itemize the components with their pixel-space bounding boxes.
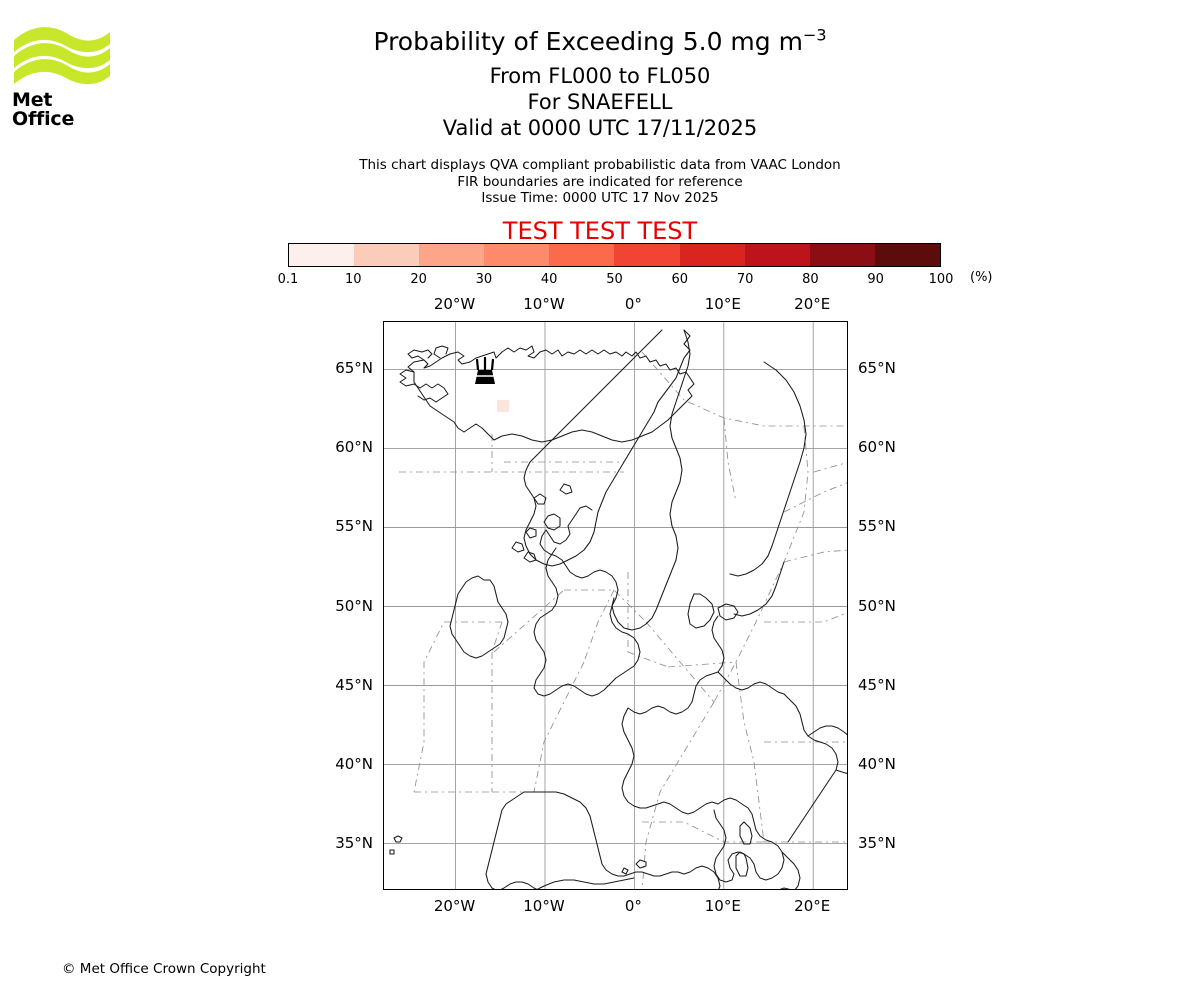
- colorbar-unit-label: (%): [970, 270, 993, 285]
- lat-tick-left-60°N: 60°N: [335, 438, 373, 457]
- chart-title-block: Probability of Exceeding 5.0 mg m−3 From…: [0, 26, 1200, 141]
- lat-tick-right-60°N: 60°N: [858, 438, 896, 457]
- colorbar-tick-30: 30: [475, 272, 493, 287]
- colorbar-tick-60: 60: [671, 272, 689, 287]
- lat-tick-right-45°N: 45°N: [858, 675, 896, 694]
- lon-tick-top-0°: 0°: [624, 295, 642, 313]
- lon-tick-top-20°E: 20°E: [794, 295, 831, 313]
- fir-boundaries: [399, 351, 847, 889]
- subtitle-valid-time: Valid at 0000 UTC 17/11/2025: [442, 116, 758, 140]
- lon-tick-top-10°W: 10°W: [523, 295, 565, 313]
- colorbar-tick-90: 90: [867, 272, 884, 287]
- lat-tick-right-35°N: 35°N: [858, 833, 896, 852]
- colorbar-segment-7: [679, 244, 745, 266]
- annotation-fir-note: FIR boundaries are indicated for referen…: [457, 173, 743, 190]
- lon-tick-bottom-20°E: 20°E: [794, 897, 831, 915]
- map-plot-frame[interactable]: [383, 321, 848, 890]
- colorbar-tick-10: 10: [345, 272, 362, 287]
- map-gridlines: [384, 322, 847, 889]
- colorbar-segment-3: [419, 244, 485, 266]
- volcano-marker-snaefell[interactable]: [475, 357, 495, 384]
- met-office-logo: Met Office: [12, 22, 112, 129]
- lon-tick-bottom-20°W: 20°W: [433, 897, 476, 915]
- lat-tick-right-65°N: 65°N: [858, 359, 896, 378]
- colorbar-tick-40: 40: [540, 272, 558, 287]
- lon-tick-bottom-10°W: 10°W: [523, 897, 565, 915]
- copyright-footer: © Met Office Crown Copyright: [62, 961, 266, 977]
- logo-wave-band-2: [14, 43, 110, 69]
- lat-tick-right-50°N: 50°N: [858, 596, 896, 615]
- lat-tick-left-35°N: 35°N: [335, 833, 373, 852]
- colorbar-segment-6: [614, 244, 680, 266]
- colorbar-tick-labels: 0.1 10 20 30 40 50 60 70 80 90 100: [278, 267, 954, 287]
- colorbar-gradient: [288, 243, 941, 267]
- lat-tick-left-45°N: 45°N: [335, 675, 373, 694]
- lat-tick-right-55°N: 55°N: [858, 517, 896, 536]
- lat-tick-left-40°N: 40°N: [335, 754, 373, 773]
- colorbar-tick-20: 20: [410, 272, 427, 287]
- probability-colorbar: 0.1 10 20 30 40 50 60 70 80 90 100: [278, 243, 954, 287]
- subtitle-volcano: For SNAEFELL: [527, 90, 673, 114]
- lon-tick-top-10°E: 10°E: [704, 295, 741, 313]
- met-office-wave-mark: [14, 27, 110, 85]
- colorbar-segment-5: [549, 244, 615, 266]
- map-graphic: [384, 322, 847, 889]
- lat-tick-left-55°N: 55°N: [335, 517, 373, 536]
- colorbar-segment-2: [354, 244, 420, 266]
- coastlines: [389, 329, 847, 889]
- test-banner: TEST TEST TEST: [502, 216, 698, 245]
- colorbar-tick-80: 80: [802, 272, 819, 287]
- ash-probability-cells: [497, 400, 509, 412]
- page-title: Probability of Exceeding 5.0 mg m−3: [0, 26, 1200, 58]
- lat-tick-right-40°N: 40°N: [858, 754, 896, 773]
- page-title-text: Probability of Exceeding 5.0 mg m: [373, 27, 803, 56]
- logo-wave-band-1: [14, 27, 110, 53]
- colorbar-segment-9: [809, 244, 875, 266]
- colorbar-segment-8: [744, 244, 810, 266]
- annotation-qva-source: This chart displays QVA compliant probab…: [359, 157, 841, 173]
- colorbar-segment-1: [289, 244, 355, 266]
- lon-tick-bottom-0°: 0°: [624, 897, 642, 915]
- colorbar-segment-4: [484, 244, 550, 266]
- annotation-block: This chart displays QVA compliant probab…: [0, 157, 1200, 245]
- page-title-exponent: −3: [802, 25, 827, 45]
- map-panel[interactable]: [383, 321, 848, 890]
- lat-tick-left-50°N: 50°N: [335, 596, 373, 615]
- met-office-logo-text: Met Office: [12, 89, 75, 130]
- colorbar-tick-50: 50: [606, 272, 623, 287]
- lat-tick-left-65°N: 65°N: [335, 359, 373, 378]
- colorbar-tick-100: 100: [928, 272, 954, 287]
- annotation-issue-time: Issue Time: 0000 UTC 17 Nov 2025: [481, 190, 719, 206]
- logo-wave-band-3: [14, 59, 110, 85]
- lon-tick-top-20°W: 20°W: [433, 295, 476, 313]
- subtitle-flight-levels: From FL000 to FL050: [489, 64, 711, 88]
- colorbar-tick-70: 70: [736, 272, 754, 287]
- colorbar-segment-10: [874, 244, 940, 266]
- colorbar-tick-0.1: 0.1: [277, 272, 299, 287]
- lon-tick-bottom-10°E: 10°E: [704, 897, 741, 915]
